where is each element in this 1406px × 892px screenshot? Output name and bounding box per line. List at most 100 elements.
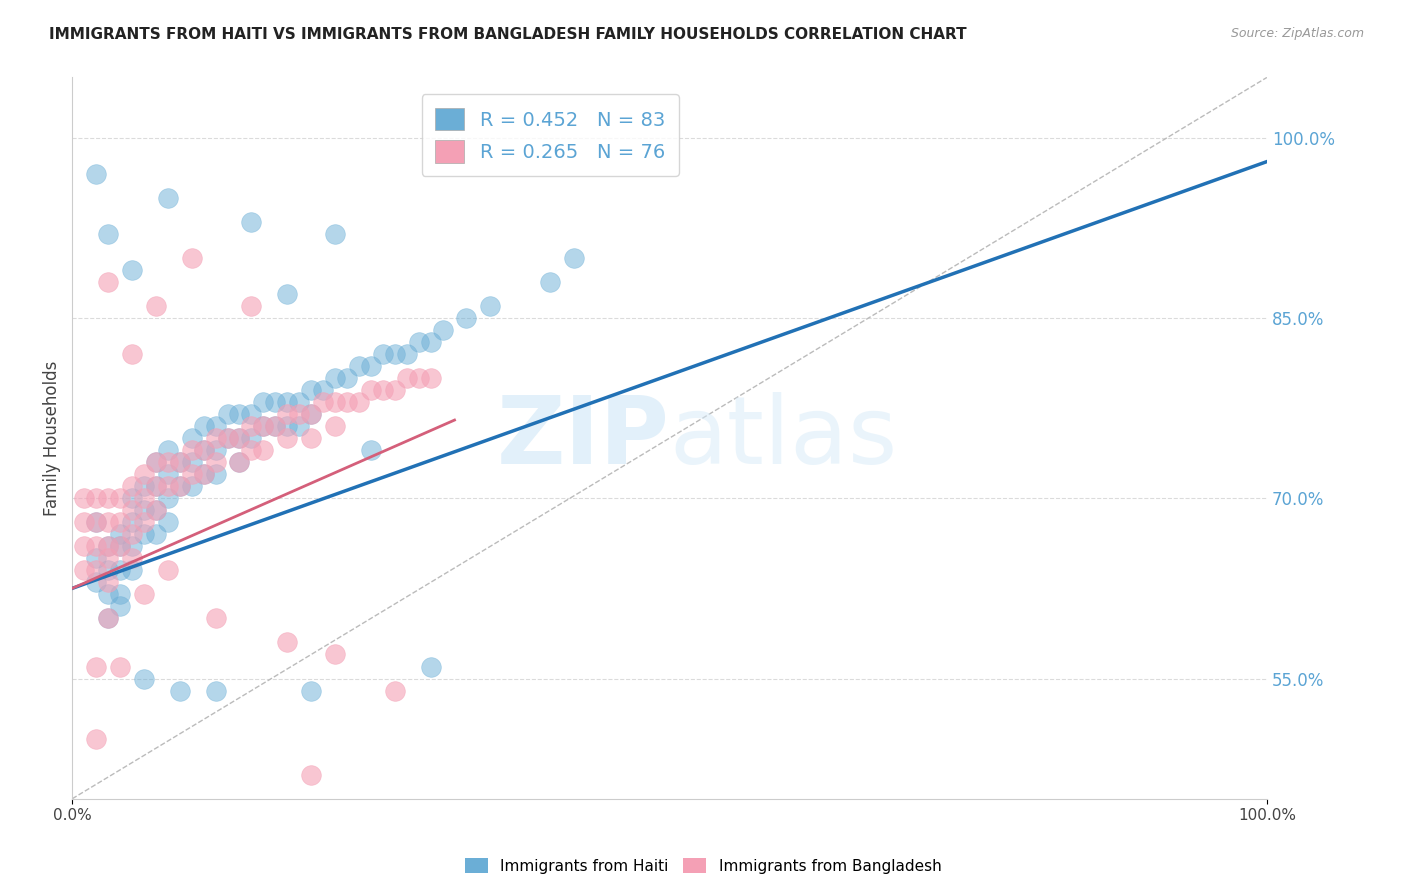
Text: ZIP: ZIP xyxy=(496,392,669,484)
Point xyxy=(108,599,131,614)
Point xyxy=(156,491,179,506)
Point xyxy=(132,479,155,493)
Point xyxy=(395,347,418,361)
Text: atlas: atlas xyxy=(669,392,898,484)
Point xyxy=(108,587,131,601)
Point xyxy=(479,299,502,313)
Point xyxy=(84,167,107,181)
Point xyxy=(84,659,107,673)
Point xyxy=(276,407,298,421)
Point xyxy=(193,443,215,458)
Point xyxy=(84,539,107,553)
Point xyxy=(419,371,441,385)
Point xyxy=(108,659,131,673)
Point xyxy=(73,539,96,553)
Point xyxy=(204,419,226,434)
Point xyxy=(323,648,346,662)
Point xyxy=(217,407,239,421)
Point xyxy=(121,503,143,517)
Legend: Immigrants from Haiti, Immigrants from Bangladesh: Immigrants from Haiti, Immigrants from B… xyxy=(458,852,948,880)
Point xyxy=(312,383,335,397)
Text: Source: ZipAtlas.com: Source: ZipAtlas.com xyxy=(1230,27,1364,40)
Point xyxy=(145,455,167,469)
Point xyxy=(156,515,179,529)
Point xyxy=(84,551,107,566)
Point xyxy=(132,527,155,541)
Point xyxy=(240,443,263,458)
Point xyxy=(276,286,298,301)
Point xyxy=(371,383,394,397)
Point xyxy=(121,551,143,566)
Point xyxy=(132,587,155,601)
Point xyxy=(228,407,250,421)
Point xyxy=(97,563,120,577)
Point xyxy=(97,491,120,506)
Point xyxy=(538,275,561,289)
Point xyxy=(264,419,287,434)
Point xyxy=(97,539,120,553)
Point xyxy=(299,431,322,445)
Point xyxy=(169,455,191,469)
Point xyxy=(145,527,167,541)
Point xyxy=(299,768,322,782)
Point xyxy=(264,395,287,409)
Point xyxy=(156,467,179,482)
Point xyxy=(108,491,131,506)
Point xyxy=(323,227,346,241)
Point xyxy=(371,347,394,361)
Point xyxy=(180,455,202,469)
Point xyxy=(252,443,274,458)
Point xyxy=(288,419,311,434)
Point xyxy=(217,431,239,445)
Point xyxy=(323,419,346,434)
Point xyxy=(408,334,430,349)
Point xyxy=(121,539,143,553)
Point xyxy=(84,491,107,506)
Point xyxy=(456,310,478,325)
Point xyxy=(240,215,263,229)
Point xyxy=(299,407,322,421)
Point xyxy=(395,371,418,385)
Point xyxy=(312,395,335,409)
Point xyxy=(145,299,167,313)
Point xyxy=(97,275,120,289)
Point xyxy=(288,395,311,409)
Point xyxy=(108,527,131,541)
Point xyxy=(121,262,143,277)
Text: IMMIGRANTS FROM HAITI VS IMMIGRANTS FROM BANGLADESH FAMILY HOUSEHOLDS CORRELATIO: IMMIGRANTS FROM HAITI VS IMMIGRANTS FROM… xyxy=(49,27,967,42)
Point xyxy=(180,479,202,493)
Point xyxy=(193,419,215,434)
Point xyxy=(84,515,107,529)
Point xyxy=(299,407,322,421)
Point xyxy=(145,503,167,517)
Point xyxy=(240,407,263,421)
Point xyxy=(204,467,226,482)
Point xyxy=(108,515,131,529)
Point xyxy=(384,347,406,361)
Point xyxy=(108,563,131,577)
Point xyxy=(228,455,250,469)
Point xyxy=(97,539,120,553)
Point xyxy=(432,323,454,337)
Point xyxy=(156,455,179,469)
Point xyxy=(84,515,107,529)
Point xyxy=(73,515,96,529)
Point xyxy=(419,659,441,673)
Point xyxy=(240,419,263,434)
Point xyxy=(276,431,298,445)
Point xyxy=(299,683,322,698)
Point xyxy=(73,491,96,506)
Y-axis label: Family Households: Family Households xyxy=(44,360,60,516)
Point xyxy=(240,299,263,313)
Point xyxy=(132,467,155,482)
Point xyxy=(132,503,155,517)
Point xyxy=(121,563,143,577)
Point xyxy=(193,467,215,482)
Point xyxy=(145,479,167,493)
Point xyxy=(73,563,96,577)
Point xyxy=(145,479,167,493)
Point xyxy=(347,395,370,409)
Point xyxy=(108,539,131,553)
Point xyxy=(323,395,346,409)
Point xyxy=(252,419,274,434)
